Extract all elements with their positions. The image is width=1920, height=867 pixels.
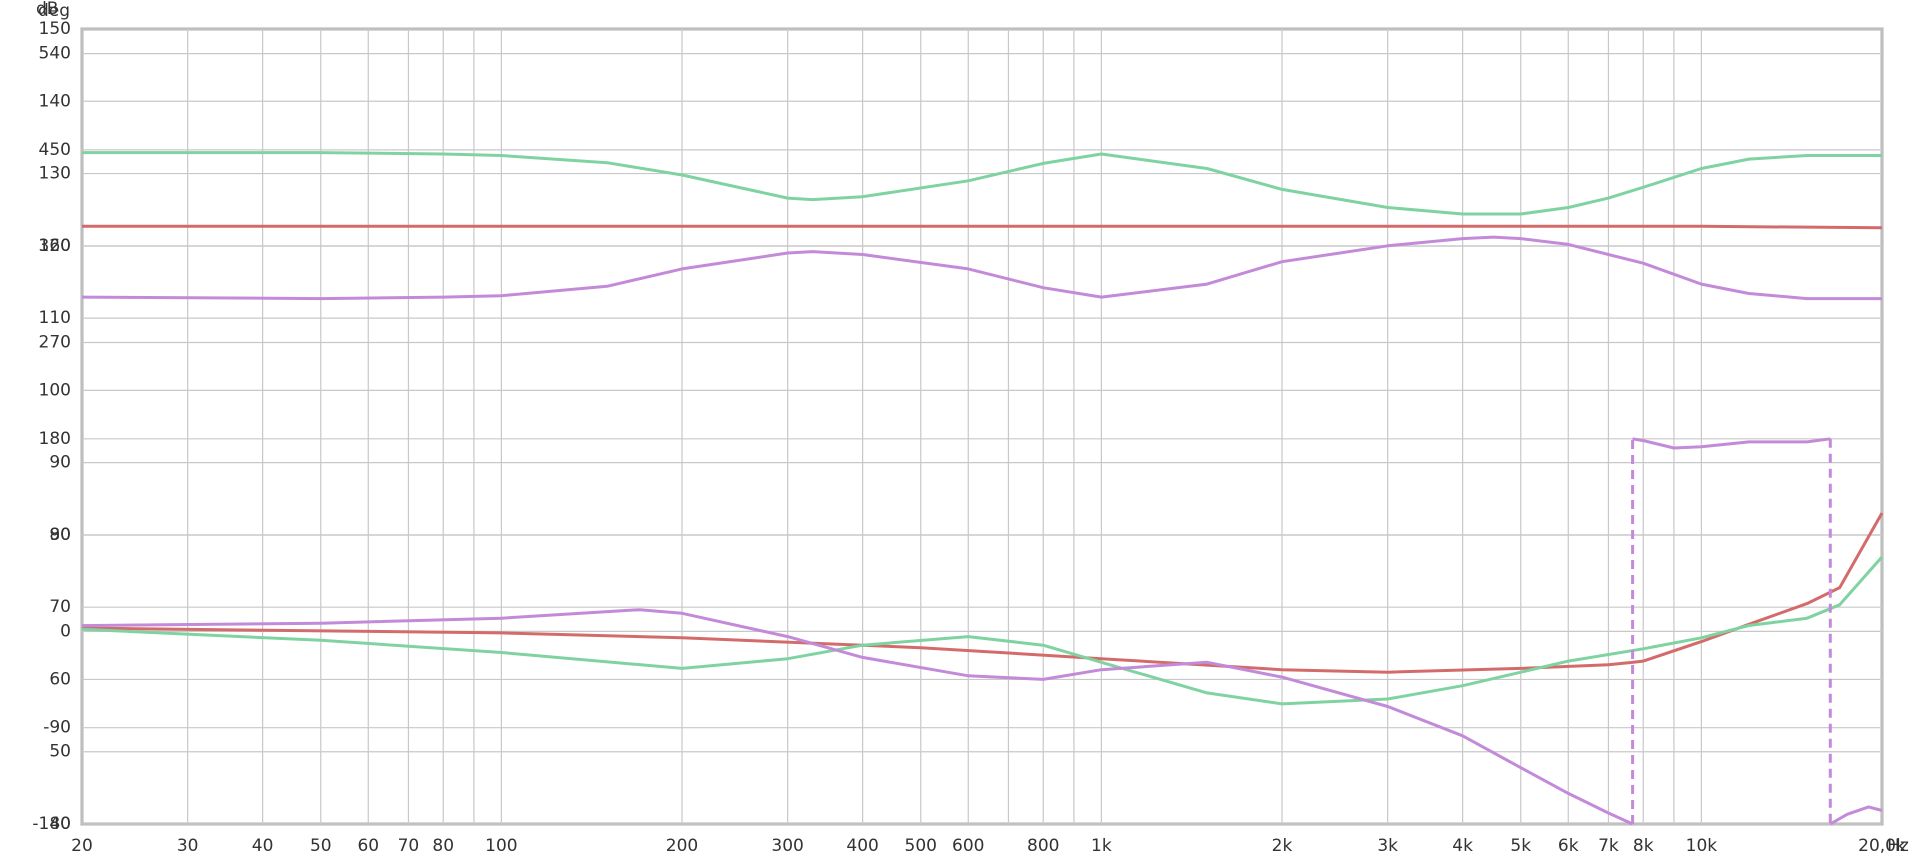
x-tick-label: 60 [357,836,379,856]
curve [81,235,1882,301]
x-tick-label: 600 [952,836,984,856]
curve [82,224,1883,230]
y-tick-label: 140 [39,91,71,111]
x-tick-label: 20 [71,836,93,856]
x-tick-label: 500 [905,836,937,856]
x-tick-label: 800 [1027,836,1059,856]
y2-tick-label: 360 [39,236,71,256]
curve [1632,437,1831,450]
y2-tick-label: -90 [43,718,71,738]
x-tick-label: 3k [1377,836,1398,856]
x-tick-label: 30 [177,836,199,856]
curve [81,512,1884,674]
y-tick-label: 80 [49,525,71,545]
x-tick-label: 5k [1510,836,1531,856]
y-tick-label: 60 [49,669,71,689]
x-tick-label: 70 [398,836,420,856]
y2-tick-label: 450 [39,140,71,160]
y-tick-label: 40 [49,814,71,834]
y-tick-label: 110 [39,308,71,328]
x-tick-label: 80 [432,836,454,856]
x-tick-label: 40 [252,836,274,856]
plot-frame [80,27,1884,826]
x-axis-unit: Hz [1887,836,1909,856]
x-tick-label: 4k [1452,836,1473,856]
y-tick-label: 50 [49,742,71,762]
y2-tick-label: -180 [32,814,71,834]
y2-axis-unit: deg [38,1,70,21]
y2-tick-label: 0 [60,621,71,641]
y-tick-label: 90 [49,453,71,473]
x-tick-label: 2k [1272,836,1293,856]
curve [81,555,1884,706]
x-tick-label: 200 [666,836,698,856]
x-tick-label: 7k [1598,836,1619,856]
y-axis-unit: dB [36,0,58,19]
x-tick-label: 20,0k [1858,836,1906,856]
y-tick-label: 150 [39,19,71,39]
curve [81,608,1634,826]
x-tick-label: 100 [485,836,517,856]
y2-tick-label: 540 [39,44,71,64]
y-tick-label: 70 [49,597,71,617]
x-tick-label: 400 [846,836,878,856]
y-tick-label: 100 [39,380,71,400]
y2-tick-label: 270 [39,333,71,353]
y-tick-label: 120 [39,236,71,256]
curve [1829,805,1883,826]
x-tick-label: 50 [310,836,332,856]
x-tick-label: 300 [771,836,803,856]
x-tick-label: 8k [1633,836,1654,856]
x-tick-label: 10k [1686,836,1718,856]
x-tick-label: 1k [1091,836,1112,856]
curve [82,151,1882,216]
x-tick-label: 6k [1558,836,1579,856]
y2-tick-label: 90 [49,525,71,545]
y2-tick-label: 180 [39,429,71,449]
y-tick-label: 130 [39,164,71,184]
